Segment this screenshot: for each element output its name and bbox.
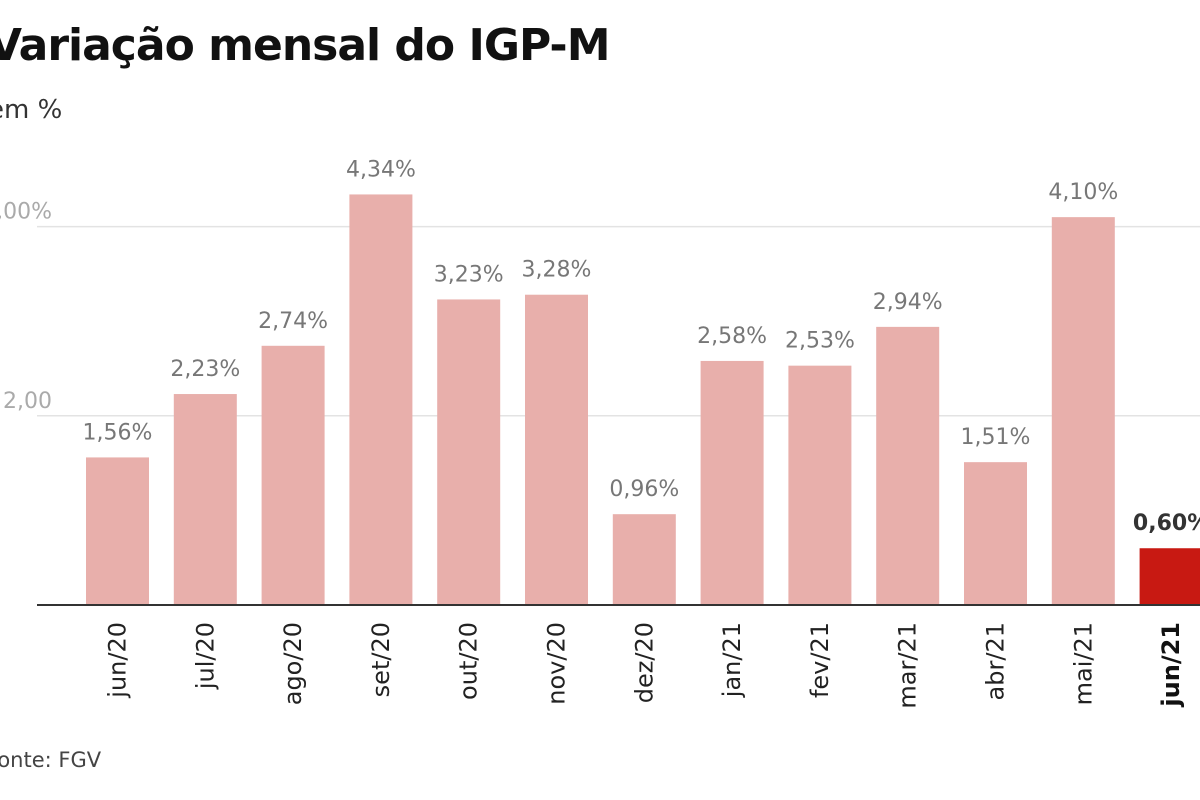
x-tick-label: set/20 bbox=[367, 622, 395, 697]
value-label: 4,10% bbox=[1048, 180, 1118, 205]
gridlines: 2,00 4,00% bbox=[0, 200, 1200, 417]
y-tick-label: 4,00% bbox=[0, 200, 52, 225]
x-tick-label: jan/21 bbox=[718, 622, 746, 698]
value-label: 0,96% bbox=[609, 477, 679, 502]
bar-set-20 bbox=[349, 194, 413, 605]
bar-jan-21 bbox=[700, 360, 764, 605]
bar-jun-21 bbox=[1139, 548, 1200, 605]
value-label: 2,74% bbox=[258, 309, 328, 334]
y-tick-label: 2,00 bbox=[3, 389, 52, 414]
bar-ago-20 bbox=[261, 345, 325, 605]
x-tick-labels: jun/20 jul/20 ago/20 set/20 out/20 nov/20 dez/… bbox=[104, 622, 1186, 709]
bar-jun-20 bbox=[86, 457, 149, 605]
bars bbox=[86, 194, 1200, 605]
value-label: 4,34% bbox=[346, 157, 416, 182]
x-tick-label: nov/20 bbox=[543, 622, 571, 705]
bar-abr-21 bbox=[964, 462, 1027, 605]
bar-fev-21 bbox=[788, 365, 852, 605]
source-note: Fonte: FGV bbox=[0, 748, 102, 772]
value-label: 1,51% bbox=[961, 425, 1031, 450]
value-label: 3,28% bbox=[522, 258, 592, 283]
bar-dez-20 bbox=[612, 514, 676, 605]
x-tick-label: out/20 bbox=[455, 622, 483, 700]
x-tick-label: jun/20 bbox=[104, 622, 132, 699]
value-label: 2,53% bbox=[785, 329, 855, 354]
unit-label: em % bbox=[0, 95, 63, 125]
value-label: 3,23% bbox=[434, 262, 504, 287]
bar-mar-21 bbox=[876, 326, 940, 605]
x-tick-label: ago/20 bbox=[279, 622, 307, 705]
x-tick-label: jul/20 bbox=[191, 622, 219, 690]
bar-nov-20 bbox=[525, 294, 588, 605]
x-tick-label: fev/21 bbox=[806, 622, 834, 698]
bar-jul-20 bbox=[173, 394, 237, 605]
bar-mai-21 bbox=[1051, 217, 1115, 605]
x-tick-label: mai/21 bbox=[1069, 622, 1097, 705]
value-label: 0,60% bbox=[1133, 511, 1200, 536]
x-tick-label: abr/21 bbox=[982, 622, 1010, 700]
x-tick-label: jun/21 bbox=[1157, 622, 1185, 708]
value-label: 2,58% bbox=[697, 324, 767, 349]
x-tick-label: dez/20 bbox=[630, 622, 658, 703]
bar-out-20 bbox=[437, 299, 501, 605]
value-label: 2,23% bbox=[170, 357, 240, 382]
value-label: 1,56% bbox=[83, 420, 153, 445]
value-label: 2,94% bbox=[873, 290, 943, 315]
x-tick-label: mar/21 bbox=[894, 622, 922, 709]
value-labels: 1,56% 2,23% 2,74% 4,34% 3,23% 3,28% 0,96% 2,58%… bbox=[83, 157, 1200, 536]
chart-title: Variação mensal do IGP-M bbox=[0, 20, 610, 71]
